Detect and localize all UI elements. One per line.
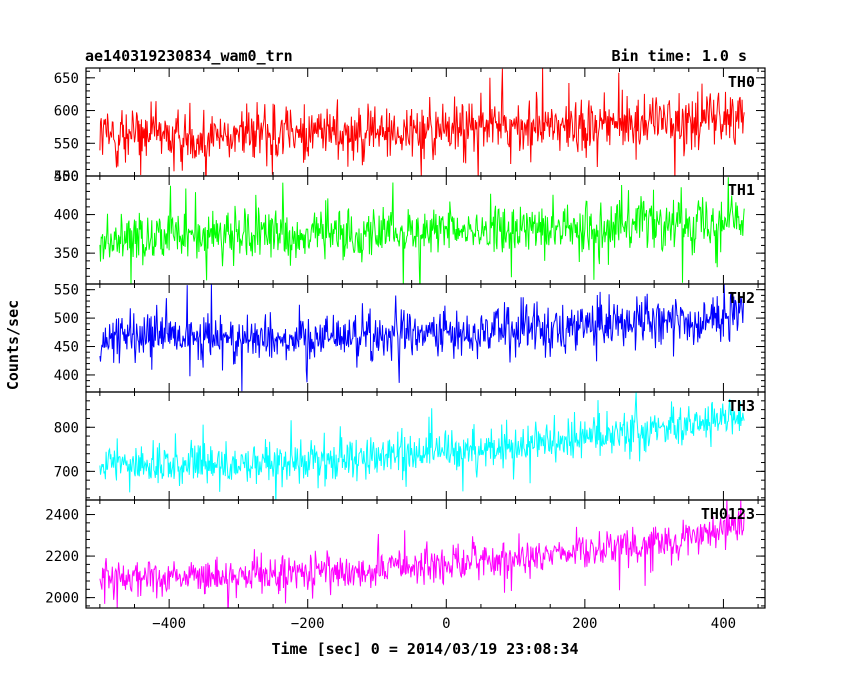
chart-title: ae140319230834_wam0_trn [85,47,293,65]
series-line-th0 [99,68,745,176]
y-tick-label: 550 [54,136,79,152]
x-tick-label: −200 [291,616,325,632]
x-tick-label: 200 [572,616,597,632]
x-axis-label: Time [sec] 0 = 2014/03/19 23:08:34 [271,640,578,658]
y-tick-label: 400 [54,208,79,224]
panel-label-th0123: TH0123 [701,505,755,523]
x-tick-label: 400 [711,616,736,632]
y-tick-label: 800 [54,420,79,436]
y-tick-label: 700 [54,464,79,480]
y-tick-label: 2200 [45,549,79,565]
panel-label-th3: TH3 [728,397,755,415]
series-line-th1 [99,177,745,284]
y-tick-label: 500 [54,311,79,327]
x-tick-label: 0 [442,616,450,632]
y-tick-label: 2000 [45,591,79,607]
y-tick-label: 450 [54,169,79,185]
panel-frame [85,499,766,609]
x-tick-label: −400 [152,616,186,632]
y-tick-label: 450 [54,340,79,356]
panel-label-th0: TH0 [728,73,755,91]
y-tick-label: 400 [54,368,79,384]
y-tick-label: 2400 [45,508,79,524]
y-tick-label: 550 [54,283,79,299]
y-tick-label: 350 [54,246,79,262]
series-line-th3 [99,392,745,500]
y-tick-label: 500 [54,169,79,185]
bin-time-label: Bin time: 1.0 s [612,47,747,65]
y-tick-label: 650 [54,71,79,87]
series-line-th2 [99,284,745,392]
panel-label-th2: TH2 [728,289,755,307]
series-line-th0123 [99,500,745,608]
y-tick-label: 600 [54,104,79,120]
y-axis-label: Counts/sec [4,300,22,390]
panel-label-th1: TH1 [728,181,755,199]
